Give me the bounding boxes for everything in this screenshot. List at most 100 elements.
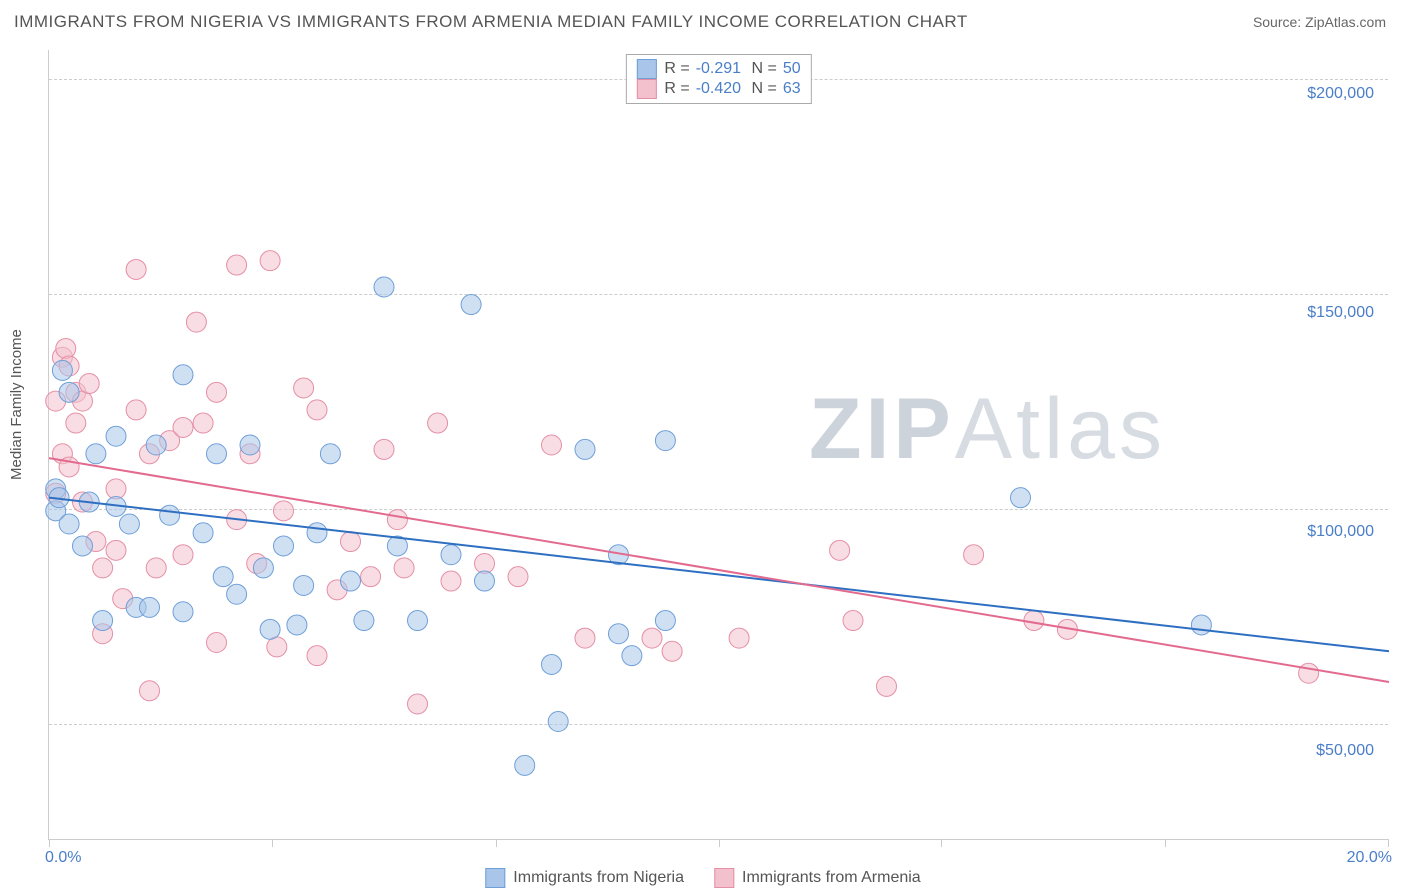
data-point [964,545,984,565]
data-point [374,439,394,459]
chart-plot-area: ZIPAtlas $200,000 $150,000 $100,000 $50,… [48,50,1388,840]
data-point [207,444,227,464]
data-point [173,545,193,565]
x-tick [1165,839,1166,847]
data-point [173,417,193,437]
legend-row-armenia: R = -0.420 N = 63 [636,79,800,99]
data-point [609,624,629,644]
data-point [575,628,595,648]
data-point [642,628,662,648]
x-tick [496,839,497,847]
data-point [126,259,146,279]
data-point [79,374,99,394]
data-point [320,444,340,464]
data-point [294,378,314,398]
x-tick [719,839,720,847]
data-point [106,540,126,560]
y-axis-label: Median Family Income [8,329,25,480]
data-point [662,641,682,661]
n-label: N = [747,60,777,78]
data-point [843,611,863,631]
correlation-legend: R = -0.291 N = 50 R = -0.420 N = 63 [625,54,811,104]
data-point [1011,488,1031,508]
data-point [408,611,428,631]
data-point [655,611,675,631]
data-point [622,646,642,666]
data-point [508,567,528,587]
data-point [374,277,394,297]
scatter-svg [49,50,1388,839]
data-point [394,558,414,578]
data-point [59,382,79,402]
data-point [361,567,381,587]
data-point [73,536,93,556]
legend-row-nigeria: R = -0.291 N = 50 [636,59,800,79]
data-point [106,426,126,446]
data-point [441,571,461,591]
data-point [260,619,280,639]
data-point [193,413,213,433]
swatch-icon [714,868,734,888]
r-value: -0.291 [696,60,741,78]
data-point [227,255,247,275]
data-point [354,611,374,631]
data-point [307,400,327,420]
data-point [287,615,307,635]
x-tick [941,839,942,847]
data-point [146,435,166,455]
data-point [341,532,361,552]
data-point [515,755,535,775]
x-tick-label: 0.0% [45,849,81,867]
data-point [93,611,113,631]
data-point [186,312,206,332]
chart-title: IMMIGRANTS FROM NIGERIA VS IMMIGRANTS FR… [14,12,968,32]
data-point [341,571,361,591]
data-point [294,575,314,595]
swatch-icon [636,79,656,99]
data-point [119,514,139,534]
n-label: N = [747,80,777,98]
data-point [655,431,675,451]
data-point [267,637,287,657]
r-value: -0.420 [696,80,741,98]
data-point [408,694,428,714]
data-point [240,435,260,455]
data-point [140,681,160,701]
x-tick [272,839,273,847]
data-point [93,558,113,578]
data-point [729,628,749,648]
data-point [274,501,294,521]
trend-line [49,498,1389,652]
data-point [173,602,193,622]
data-point [106,479,126,499]
data-point [146,558,166,578]
data-point [56,338,76,358]
data-point [548,712,568,732]
x-tick [1388,839,1389,847]
data-point [207,382,227,402]
data-point [160,505,180,525]
data-point [66,413,86,433]
r-label: R = [664,80,689,98]
data-point [830,540,850,560]
n-value: 50 [783,60,801,78]
data-point [140,597,160,617]
r-label: R = [664,60,689,78]
series-name: Immigrants from Nigeria [513,869,684,887]
data-point [253,558,273,578]
data-point [575,439,595,459]
data-point [307,646,327,666]
x-tick [49,839,50,847]
data-point [475,554,495,574]
data-point [542,654,562,674]
data-point [126,400,146,420]
swatch-icon [636,59,656,79]
data-point [173,365,193,385]
data-point [542,435,562,455]
data-point [877,676,897,696]
source-label: Source: ZipAtlas.com [1253,14,1386,30]
data-point [307,523,327,543]
data-point [193,523,213,543]
data-point [260,251,280,271]
data-point [227,584,247,604]
